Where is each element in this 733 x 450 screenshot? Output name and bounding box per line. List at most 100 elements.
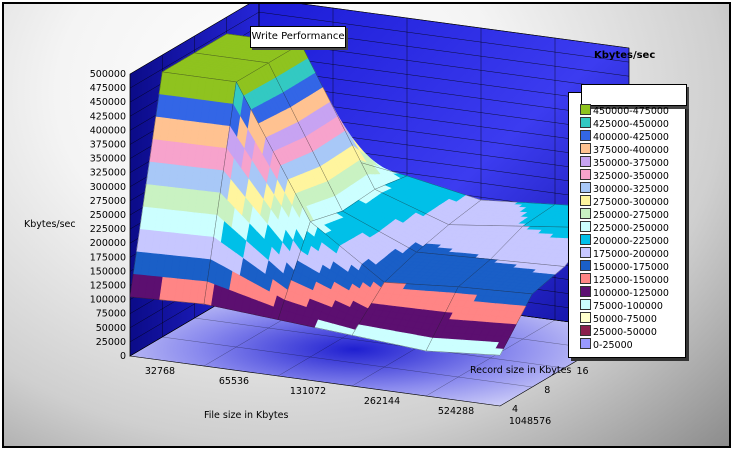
z-tick-label: 175000 (90, 252, 126, 263)
z-tick-label: 325000 (90, 168, 126, 179)
z-tick-label: 250000 (90, 210, 126, 221)
z-tick-label: 425000 (90, 111, 126, 122)
z-tick-label: 100000 (90, 295, 126, 306)
z-tick-label: 150000 (90, 266, 126, 277)
surface-chart: 0 25000 50000 75000 100000 125000 150000 175000… (90, 4, 653, 427)
z-tick-label: 300000 (90, 182, 126, 193)
z-tick-label: 75000 (96, 309, 126, 320)
legend-item: 350000-375000 (580, 156, 669, 169)
z-tick-label: 400000 (90, 125, 126, 136)
y-tick-label: 16 (577, 366, 589, 377)
x-tick-label: 262144 (364, 396, 400, 407)
legend-item: 100000-125000 (580, 286, 669, 299)
z-tick-label: 0 (120, 351, 126, 362)
legend-title: Kbytes/sec (594, 50, 656, 61)
legend-label: 275000-300000 (593, 197, 669, 208)
z-tick-label: 350000 (90, 154, 126, 165)
legend-item: 175000-200000 (580, 247, 669, 260)
legend-item: 0-25000 (580, 338, 633, 351)
z-tick-label: 375000 (90, 140, 126, 151)
legend-label: 150000-175000 (593, 262, 669, 273)
z-tick-label: 500000 (90, 69, 126, 80)
surface-cell-outline (425, 286, 533, 356)
legend-item: 150000-175000 (580, 260, 669, 273)
z-tick-label: 25000 (96, 337, 126, 348)
legend-item: 50000-75000 (580, 312, 657, 325)
x-tick-label: 524288 (438, 406, 474, 417)
z-tick-label: 475000 (90, 83, 126, 94)
legend-item: 375000-400000 (580, 143, 669, 156)
legend-swatch (580, 273, 591, 284)
legend-header-bar (581, 84, 687, 106)
floor-gridline (162, 336, 533, 388)
y-axis-label: Record size in Kbytes (470, 365, 572, 376)
legend-swatch (580, 208, 591, 219)
legend-label: 75000-100000 (593, 301, 663, 312)
legend-item: 325000-350000 (580, 169, 669, 182)
legend-swatch (580, 299, 591, 310)
legend-item: 450000-475000 (580, 104, 669, 117)
legend-swatch (580, 234, 591, 245)
legend-label: 425000-450000 (593, 119, 669, 130)
legend-item: 275000-300000 (580, 195, 669, 208)
legend-item: 75000-100000 (580, 299, 663, 312)
legend-item: 400000-425000 (580, 130, 669, 143)
chart-title: Write Performance (250, 26, 346, 48)
x-tick-label: 1048576 (509, 416, 551, 427)
legend-item: 125000-150000 (580, 273, 669, 286)
legend-swatch (580, 156, 591, 167)
legend-label: 225000-250000 (593, 223, 669, 234)
legend-label: 50000-75000 (593, 314, 657, 325)
legend-item: 200000-225000 (580, 234, 669, 247)
legend-item: 250000-275000 (580, 208, 669, 221)
y-tick-label: 8 (544, 385, 550, 396)
legend-swatch (580, 221, 591, 232)
z-tick-label: 125000 (90, 281, 126, 292)
z-tick-label: 225000 (90, 224, 126, 235)
legend-swatch (580, 143, 591, 154)
legend-swatch (580, 260, 591, 271)
legend-swatch (580, 312, 591, 323)
wall-gridline (129, 4, 630, 75)
legend-label: 400000-425000 (593, 132, 669, 143)
legend-item: 300000-325000 (580, 182, 669, 195)
legend-swatch (580, 117, 591, 128)
legend-label: 100000-125000 (593, 288, 669, 299)
legend-label: 250000-275000 (593, 210, 669, 221)
legend-swatch (580, 169, 591, 180)
legend-label: 25000-50000 (593, 327, 657, 338)
z-tick-label: 50000 (96, 323, 126, 334)
x-tick-label: 131072 (290, 386, 326, 397)
legend-label: 350000-375000 (593, 158, 669, 169)
legend-label: 125000-150000 (593, 275, 669, 286)
x-axis-label: File size in Kbytes (204, 410, 289, 421)
legend-swatch (580, 247, 591, 258)
legend-swatch (580, 195, 591, 206)
x-tick-label: 65536 (219, 376, 249, 387)
legend-swatch (580, 286, 591, 297)
legend-label: 0-25000 (593, 340, 633, 351)
z-axis-label: Kbytes/sec (24, 219, 76, 230)
legend-label: 300000-325000 (593, 184, 669, 195)
legend-item: 25000-50000 (580, 325, 657, 338)
legend-swatch (580, 325, 591, 336)
legend-swatch (580, 130, 591, 141)
x-tick-label: 32768 (145, 366, 175, 377)
legend-swatch (580, 338, 591, 349)
legend-item: 225000-250000 (580, 221, 669, 234)
legend-swatch (580, 104, 591, 115)
y-tick-label: 4 (512, 404, 518, 415)
legend-label: 325000-350000 (593, 171, 669, 182)
legend-item: 425000-450000 (580, 117, 669, 130)
z-tick-label: 275000 (90, 196, 126, 207)
legend-label: 450000-475000 (593, 106, 669, 117)
z-tick-label: 450000 (90, 97, 126, 108)
legend-label: 375000-400000 (593, 145, 669, 156)
floor-gridline (194, 317, 565, 369)
legend-label: 175000-200000 (593, 249, 669, 260)
z-tick-label: 200000 (90, 238, 126, 249)
legend-swatch (580, 182, 591, 193)
legend-label: 200000-225000 (593, 236, 669, 247)
floor-gridline (129, 355, 501, 407)
